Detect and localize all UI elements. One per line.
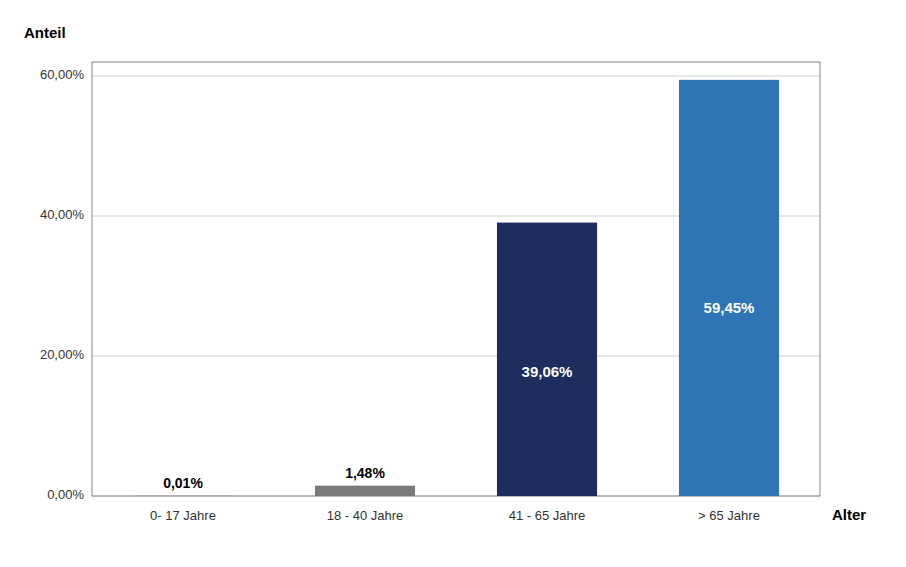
- x-ticks: 0- 17 Jahre 18 - 40 Jahre 41 - 65 Jahre > 6…: [150, 508, 760, 523]
- bar: [497, 223, 597, 496]
- chart: 0,00% 20,00% 40,00% 60,00% 0,01% 1,48% 39,06% 5…: [0, 0, 906, 567]
- y-tick-label: 0,00%: [47, 487, 84, 502]
- grid-line: [92, 76, 820, 77]
- y-ticks: 0,00% 20,00% 40,00% 60,00%: [40, 67, 85, 502]
- y-tick-label: 20,00%: [40, 347, 85, 362]
- grid: [92, 76, 820, 496]
- bars: [133, 80, 779, 496]
- data-labels: 0,01% 1,48% 39,06% 59,45%: [163, 299, 754, 491]
- y-axis-label: Anteil: [24, 24, 66, 41]
- x-tick-label: > 65 Jahre: [698, 508, 760, 523]
- bar: [679, 80, 779, 496]
- data-label: 39,06%: [522, 363, 573, 380]
- chart-container: 0,00% 20,00% 40,00% 60,00% 0,01% 1,48% 39,06% 5…: [0, 0, 906, 567]
- y-tick-label: 40,00%: [40, 207, 85, 222]
- x-tick-label: 0- 17 Jahre: [150, 508, 216, 523]
- x-tick-label: 41 - 65 Jahre: [509, 508, 586, 523]
- x-tick-label: 18 - 40 Jahre: [327, 508, 404, 523]
- data-label: 0,01%: [163, 475, 203, 491]
- bar: [133, 495, 233, 496]
- x-axis-label: Alter: [832, 506, 866, 523]
- plot-frame: [92, 62, 820, 496]
- data-label: 1,48%: [345, 465, 385, 481]
- bar: [315, 486, 415, 496]
- data-label: 59,45%: [704, 299, 755, 316]
- y-tick-label: 60,00%: [40, 67, 85, 82]
